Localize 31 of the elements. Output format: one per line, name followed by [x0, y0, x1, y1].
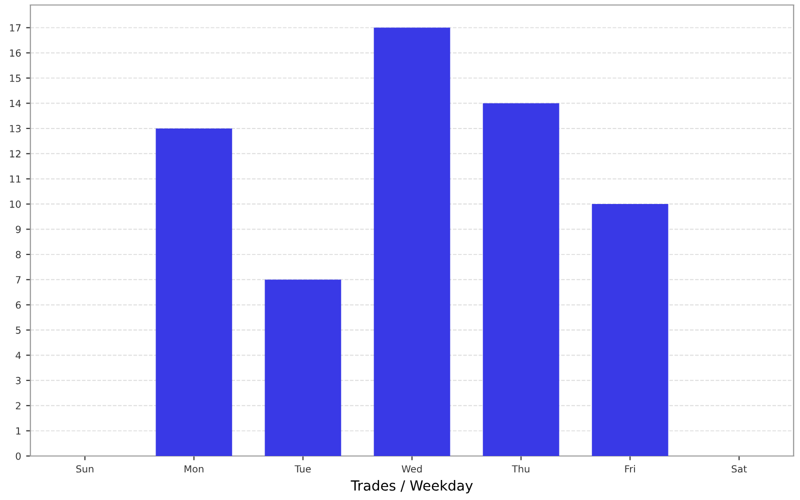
- x-tick-label: Mon: [184, 465, 204, 473]
- y-tick-label: 16: [10, 49, 21, 57]
- y-tick-label: 14: [10, 100, 21, 107]
- x-axis-title: Trades / Weekday: [350, 480, 473, 494]
- y-tick-label: 11: [10, 175, 20, 183]
- y-tick-label: 0: [16, 452, 21, 460]
- y-tick-label: 8: [16, 250, 21, 258]
- y-tick-label: 15: [10, 74, 21, 82]
- x-tick-label: Sun: [76, 465, 94, 473]
- y-tick-label: 4: [16, 352, 21, 359]
- y-tick-label: 5: [16, 326, 21, 334]
- bar: [592, 204, 668, 456]
- x-tick-label: Wed: [402, 465, 422, 473]
- y-tick-label: 12: [10, 150, 20, 158]
- y-tick-label: 6: [16, 301, 21, 309]
- bar: [374, 28, 450, 456]
- x-tick-label: Tue: [294, 465, 311, 473]
- y-tick-label: 13: [10, 124, 21, 132]
- y-tick-label: 17: [10, 24, 21, 32]
- bar: [482, 103, 560, 456]
- y-tick-label: 1: [16, 427, 20, 434]
- y-tick-label: 2: [16, 402, 20, 410]
- y-tick-label: 9: [16, 226, 21, 234]
- y-tick-label: 10: [10, 200, 21, 208]
- bar: [156, 128, 232, 456]
- x-tick-label: Fri: [625, 465, 635, 472]
- x-tick-label: Thu: [512, 465, 530, 473]
- x-tick-label: Sat: [732, 465, 747, 473]
- y-tick-label: 3: [16, 376, 21, 384]
- bar: [264, 280, 342, 456]
- y-tick-label: 7: [16, 276, 21, 284]
